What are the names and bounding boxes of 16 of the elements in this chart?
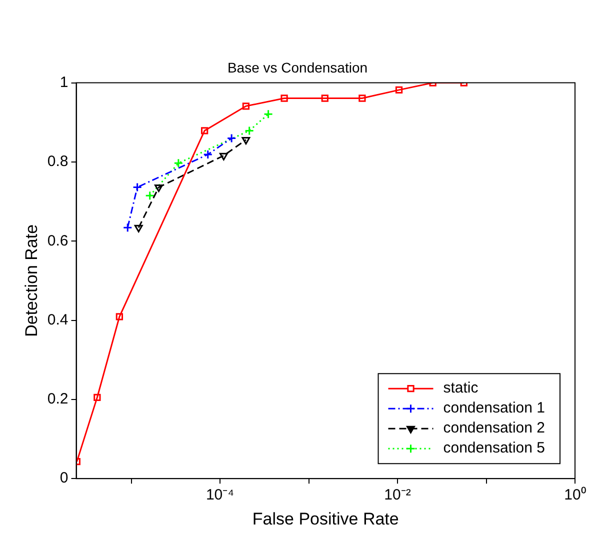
legend-label: condensation 2	[443, 420, 545, 437]
y-tick-label: 0	[60, 470, 68, 487]
legend-label: condensation 1	[443, 400, 545, 417]
y-tick-label: 0.4	[47, 311, 68, 328]
x-axis-title: False Positive Rate	[252, 509, 399, 528]
legend-label: static	[443, 380, 479, 397]
x-tick-label: 10⁻²	[384, 486, 411, 504]
y-tick-label: 0.6	[47, 232, 68, 250]
x-tick-label: 10⁰	[564, 486, 586, 504]
y-axis-title: Detection Rate	[22, 224, 41, 337]
chart-title: Base vs Condensation	[227, 59, 368, 76]
y-tick-label: 0.8	[47, 153, 68, 170]
y-tick-label: 1	[60, 74, 68, 91]
x-tick-label: 10⁻⁴	[206, 486, 234, 504]
legend-label: condensation 5	[443, 440, 545, 457]
y-tick-label: 0.2	[47, 390, 68, 408]
